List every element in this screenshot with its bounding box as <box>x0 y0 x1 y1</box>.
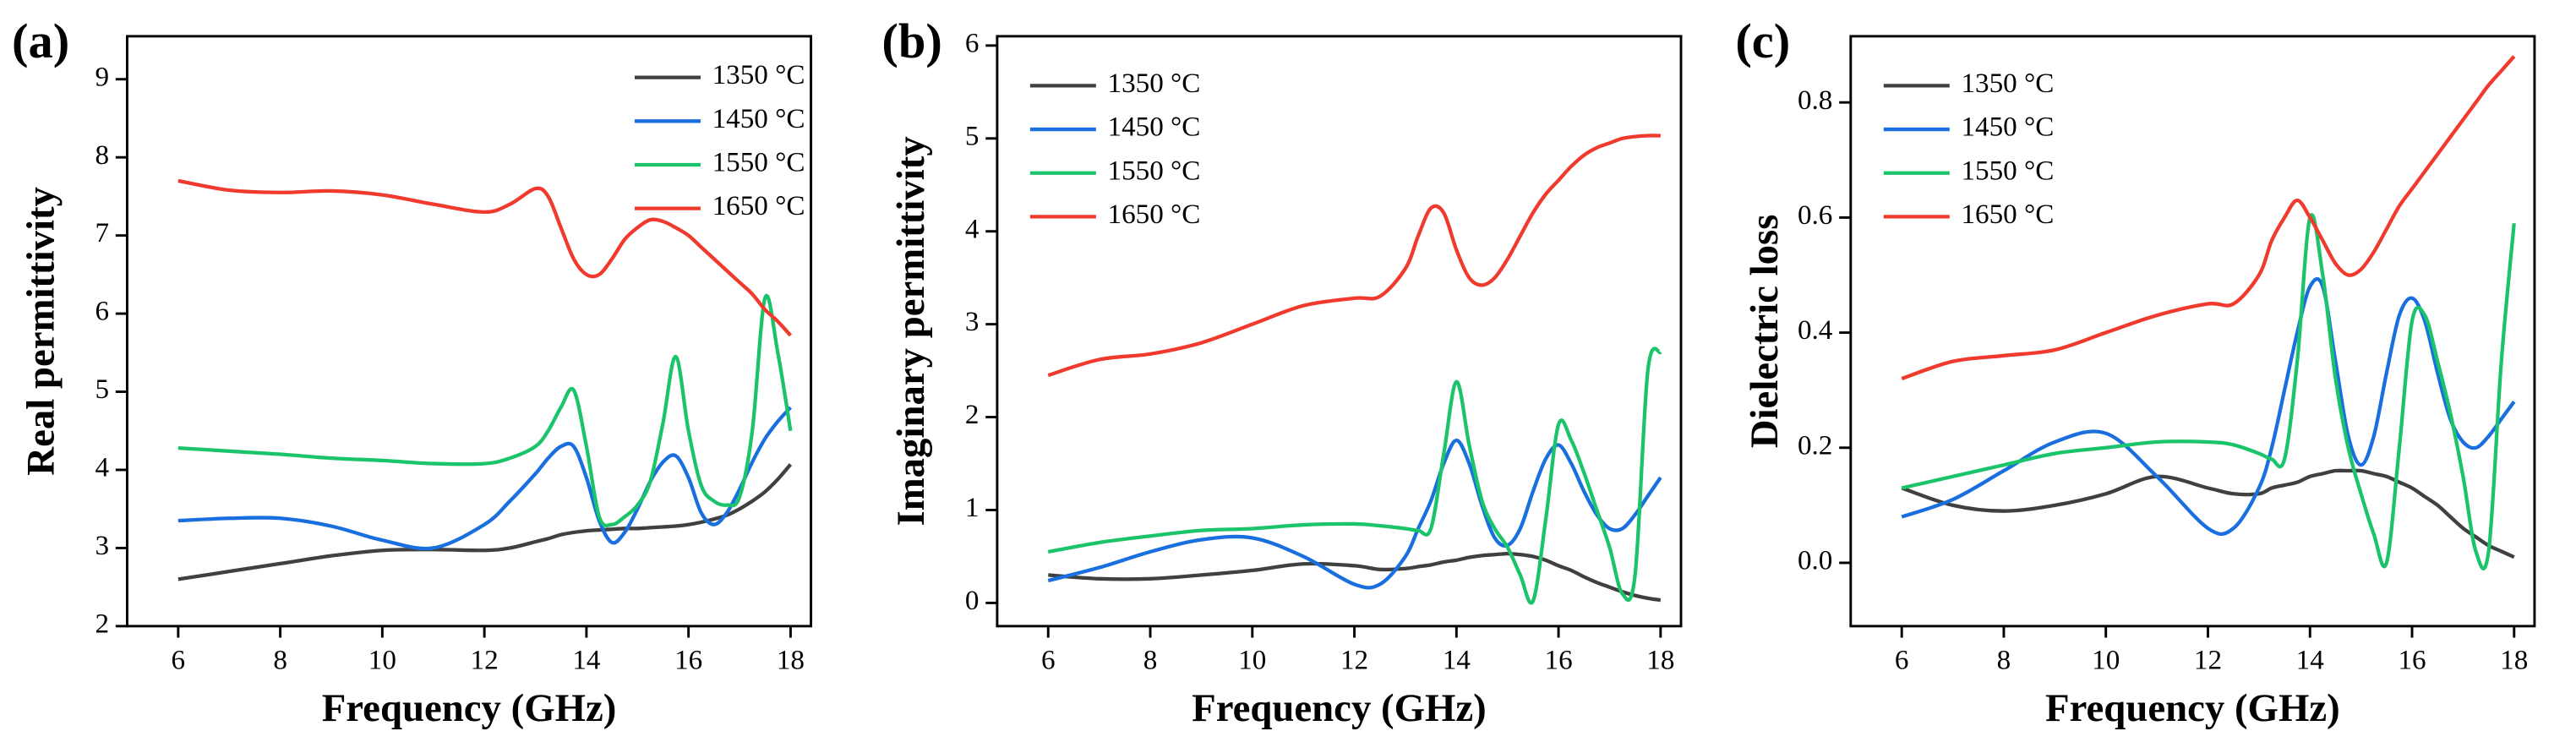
y-axis-label: Imaginary permittivity <box>889 136 933 526</box>
x-tick-label: 6 <box>1895 644 1909 675</box>
legend-label: 1350 °C <box>1961 68 2054 99</box>
x-tick-label: 16 <box>2398 644 2426 675</box>
x-tick-label: 14 <box>572 644 601 675</box>
y-tick-label: 0.2 <box>1798 429 1832 461</box>
y-tick-label: 2 <box>95 608 109 639</box>
x-tick-label: 18 <box>777 644 805 675</box>
series-line <box>1048 552 1662 603</box>
series-line <box>1901 213 2516 570</box>
legend-label: 1450 °C <box>712 103 805 134</box>
y-tick-label: 0.6 <box>1798 199 1832 231</box>
y-tick-label: 6 <box>95 296 109 327</box>
y-tick-label: 5 <box>95 374 109 405</box>
series-line <box>177 293 793 527</box>
plot-frame <box>1849 35 2536 628</box>
legend-label: 1550 °C <box>1961 155 2054 186</box>
x-tick-label: 8 <box>273 644 287 675</box>
x-tick-label: 8 <box>1143 644 1158 675</box>
y-tick-label: 9 <box>95 61 109 92</box>
y-tick-label: 5 <box>965 120 980 151</box>
series-line <box>177 178 793 337</box>
y-tick-label: 3 <box>95 530 109 561</box>
panel-label: (c) <box>1735 14 1790 68</box>
y-axis-label: Real permittivity <box>19 187 63 476</box>
series-line <box>177 406 793 551</box>
y-tick-label: 0.4 <box>1798 314 1833 346</box>
plot-frame <box>996 35 1683 628</box>
legend-label: 1650 °C <box>1961 199 2054 230</box>
x-axis-label: Frequency (GHz) <box>322 686 617 730</box>
x-tick-label: 12 <box>1340 644 1368 675</box>
y-tick-label: 4 <box>95 452 109 483</box>
y-tick-label: 0 <box>965 585 980 616</box>
legend-label: 1650 °C <box>712 190 805 221</box>
panel: 2 3 4 5 6 7 8 9 6 8 10 12 14 16 18 1350 °C 1450 °C 1550 °… <box>12 14 813 730</box>
x-tick-label: 10 <box>2092 644 2120 675</box>
y-tick-label: 8 <box>95 139 109 171</box>
series-line <box>1901 55 2516 381</box>
panel: 0.0 0.2 0.4 0.6 0.8 6 8 10 12 14 16 18 1350 °C 1450 °… <box>1735 14 2536 730</box>
x-tick-label: 16 <box>674 644 702 675</box>
y-tick-label: 6 <box>965 27 980 58</box>
y-tick-label: 3 <box>965 306 980 337</box>
x-tick-label: 6 <box>172 644 186 675</box>
x-tick-label: 12 <box>2194 644 2222 675</box>
y-tick-label: 0.8 <box>1798 85 1832 116</box>
x-tick-label: 16 <box>1545 644 1573 675</box>
panel-label: (b) <box>881 14 941 68</box>
x-tick-label: 10 <box>368 644 396 675</box>
x-tick-label: 18 <box>2500 644 2528 675</box>
x-tick-label: 14 <box>2296 644 2325 675</box>
legend-label: 1350 °C <box>712 59 805 90</box>
y-tick-label: 4 <box>965 213 980 244</box>
legend-label: 1350 °C <box>1108 68 1201 99</box>
y-tick-label: 1 <box>965 492 980 523</box>
x-axis-label: Frequency (GHz) <box>2045 686 2340 730</box>
legend-label: 1550 °C <box>1108 155 1201 186</box>
legend-label: 1450 °C <box>1108 112 1201 143</box>
x-axis-label: Frequency (GHz) <box>1192 686 1487 730</box>
legend-label: 1550 °C <box>712 147 805 178</box>
y-tick-label: 2 <box>965 399 980 430</box>
y-tick-label: 0.0 <box>1798 545 1832 576</box>
legend-label: 1650 °C <box>1108 199 1201 230</box>
x-tick-label: 6 <box>1041 644 1056 675</box>
y-axis-label: Dielectric loss <box>1743 215 1787 449</box>
series-line <box>1047 134 1661 378</box>
x-tick-label: 14 <box>1443 644 1471 675</box>
x-tick-label: 18 <box>1646 644 1674 675</box>
x-tick-label: 8 <box>1997 644 2011 675</box>
legend-label: 1450 °C <box>1961 112 2054 143</box>
series-line <box>1901 468 2515 559</box>
plot-frame <box>125 35 813 628</box>
panel-label: (a) <box>12 14 69 68</box>
y-tick-label: 7 <box>95 217 109 248</box>
x-tick-label: 12 <box>471 644 499 675</box>
series-line <box>1047 346 1662 605</box>
x-tick-label: 10 <box>1238 644 1266 675</box>
